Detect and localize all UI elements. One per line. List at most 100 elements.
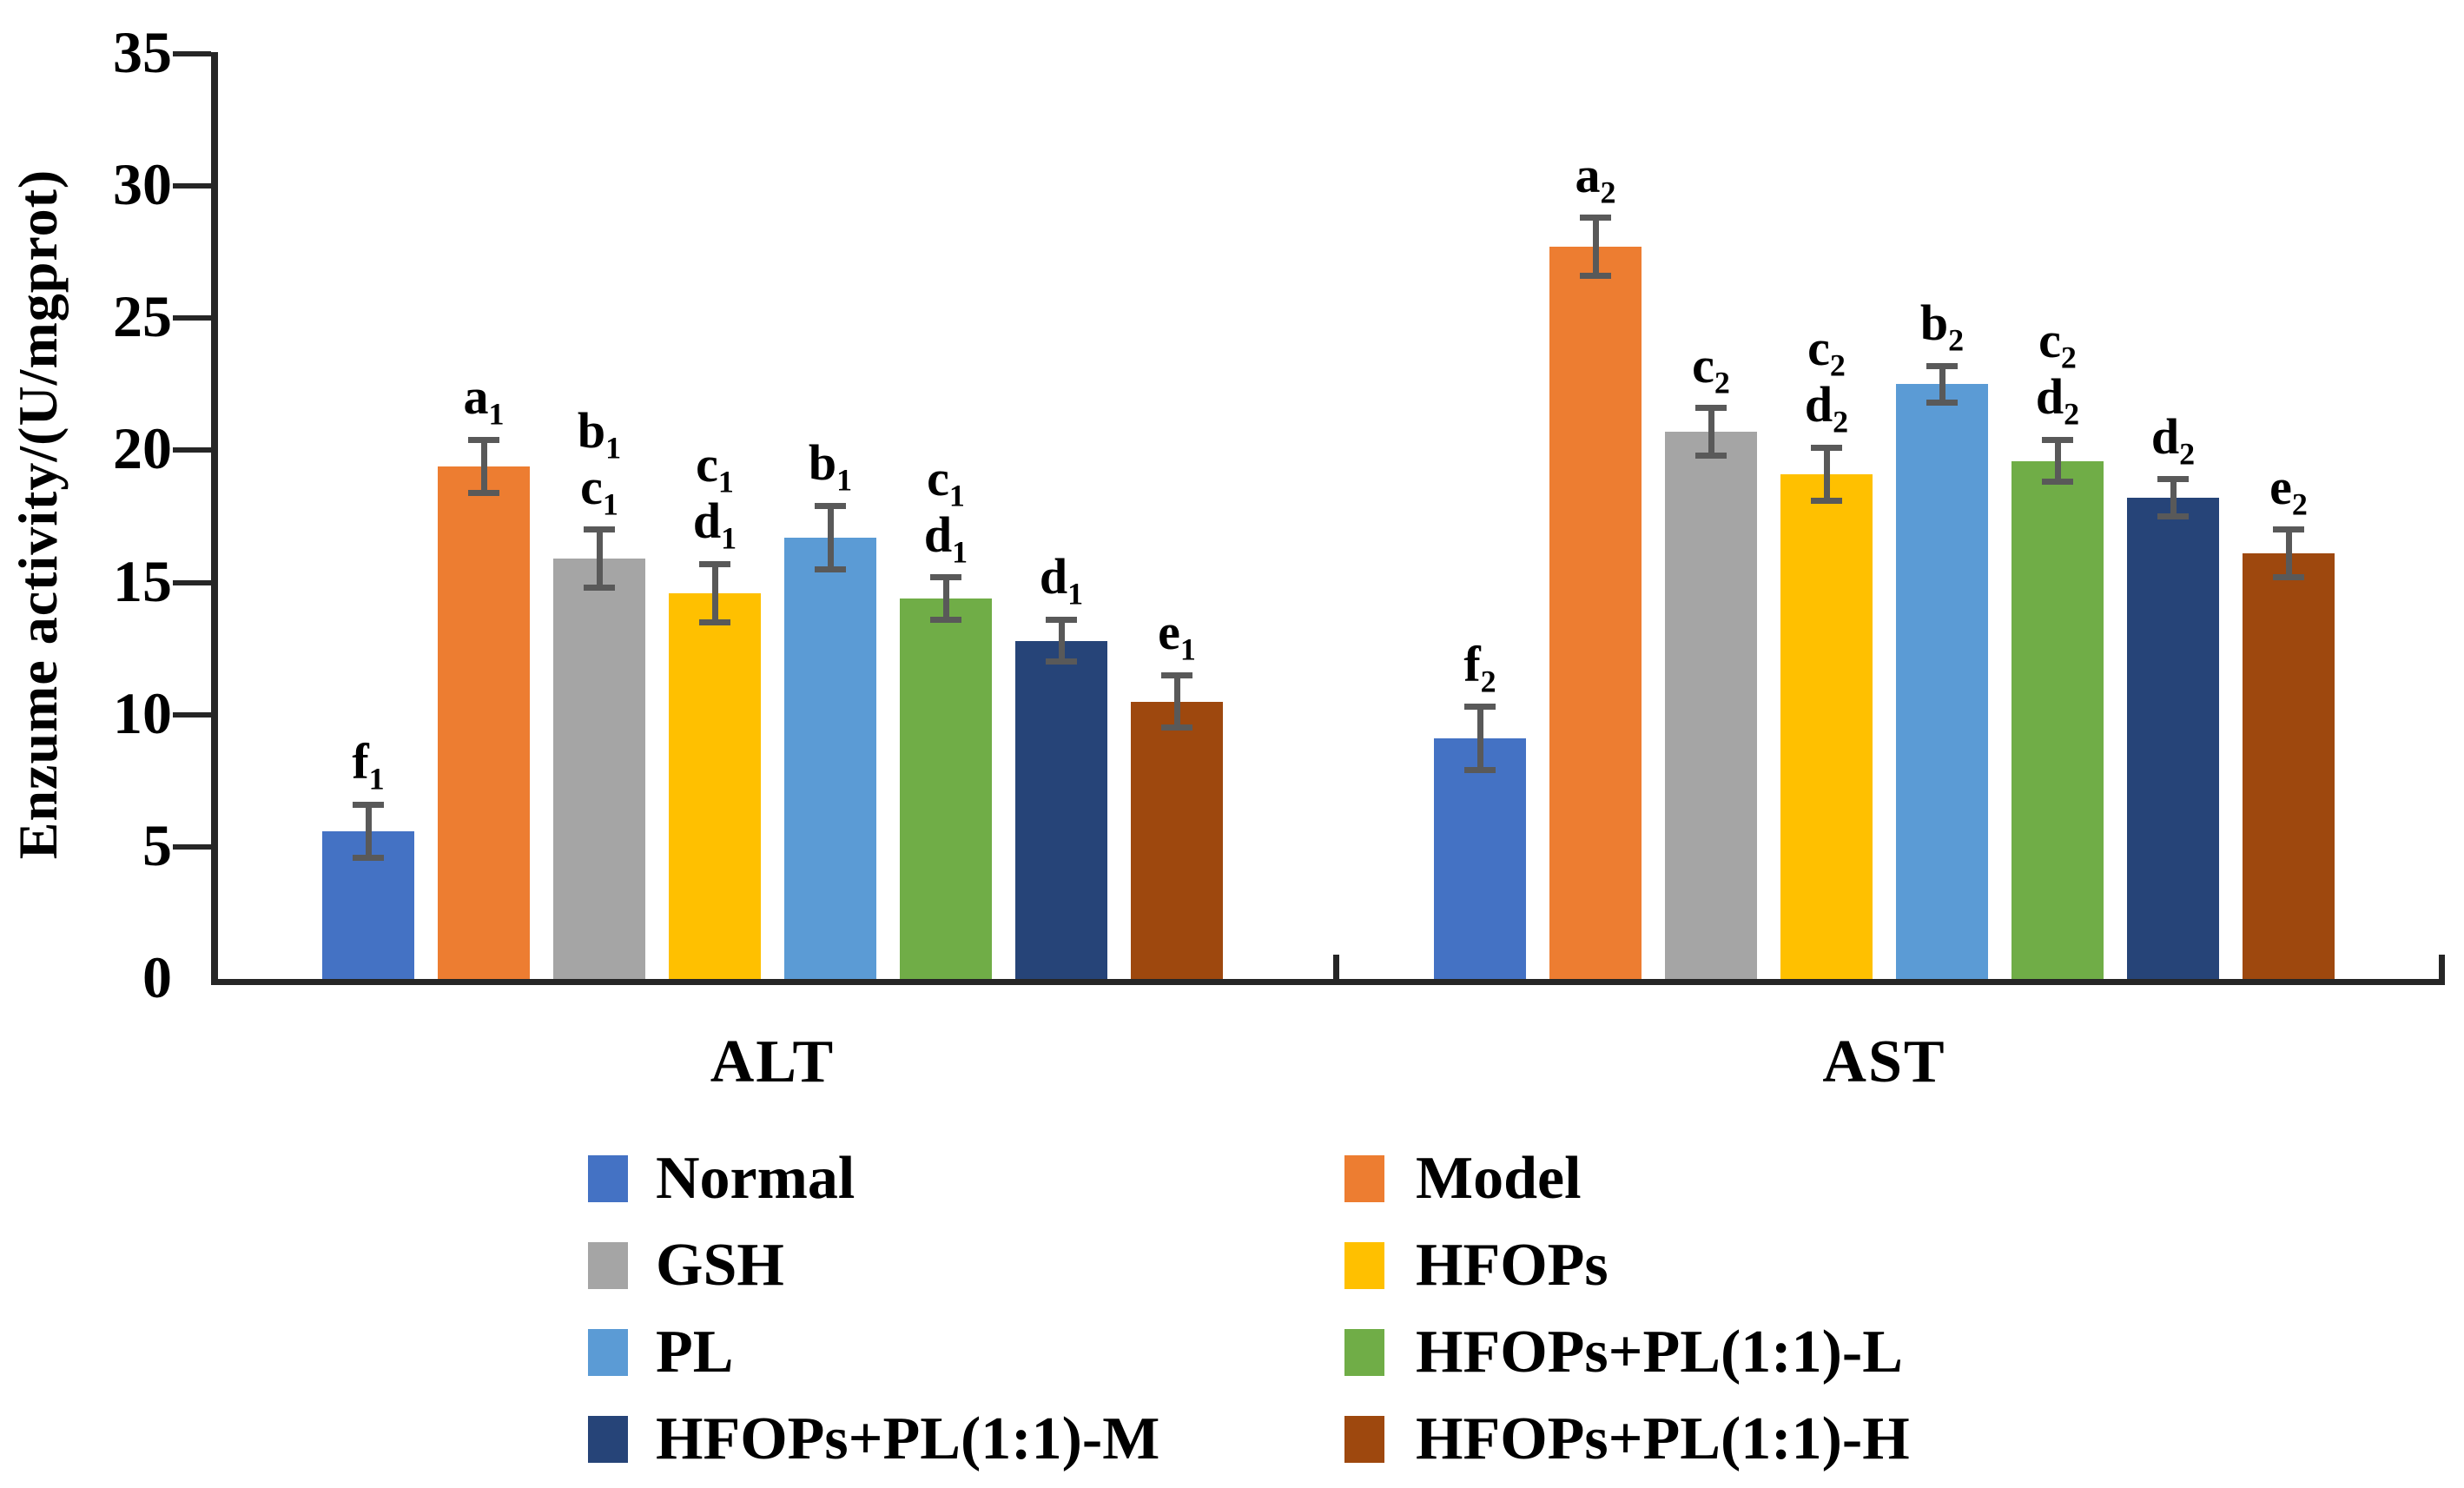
bar bbox=[1549, 247, 1642, 979]
error-bar-line bbox=[827, 506, 834, 570]
y-axis-tick bbox=[173, 315, 211, 321]
error-bar-cap-bottom bbox=[1695, 453, 1727, 459]
legend-item-label: HFOPs+PL(1:1)-M bbox=[656, 1405, 1160, 1472]
error-bar-cap-bottom bbox=[1161, 724, 1192, 731]
sig-label: c1 d1 bbox=[692, 436, 737, 556]
error-bar-line bbox=[1939, 366, 1945, 403]
bar bbox=[1434, 738, 1526, 979]
y-axis-tick-label: 20 bbox=[113, 415, 172, 482]
y-axis-tick-label: 10 bbox=[113, 679, 172, 746]
legend-swatch bbox=[588, 1242, 628, 1289]
error-bar-cap-top bbox=[1926, 362, 1958, 369]
error-bar-line bbox=[2170, 479, 2177, 517]
error-bar-cap-bottom bbox=[2042, 479, 2073, 486]
error-bar-line bbox=[711, 564, 718, 623]
sig-label: c2 d2 bbox=[1804, 320, 1849, 440]
error-bar-cap-bottom bbox=[353, 854, 384, 861]
error-bar-line bbox=[1173, 675, 1180, 728]
x-axis-group-label: AST bbox=[1822, 1028, 1946, 1095]
legend-swatch bbox=[588, 1416, 628, 1463]
error-bar-cap-bottom bbox=[1811, 497, 1842, 504]
legend-swatch bbox=[1344, 1416, 1384, 1463]
error-bar-cap-top bbox=[2273, 526, 2304, 533]
legend-item-label: Model bbox=[1416, 1145, 1582, 1212]
error-bar-cap-bottom bbox=[1580, 273, 1611, 280]
error-bar-cap-top bbox=[1695, 405, 1727, 412]
bar bbox=[2011, 460, 2104, 979]
legend-item-label: HFOPs+PL(1:1)-L bbox=[1416, 1319, 1903, 1385]
error-bar-cap-bottom bbox=[2157, 513, 2189, 519]
y-axis-line bbox=[211, 52, 218, 985]
x-axis-group-label: ALT bbox=[710, 1028, 836, 1095]
y-axis-tick bbox=[173, 843, 211, 850]
sig-label: b1 bbox=[808, 434, 853, 498]
x-axis-line bbox=[211, 979, 2445, 985]
bar bbox=[1131, 701, 1223, 979]
legend-item-label: PL bbox=[656, 1319, 734, 1385]
bar bbox=[553, 559, 645, 979]
error-bar-line bbox=[1592, 217, 1599, 276]
bar bbox=[1015, 640, 1107, 979]
error-bar-cap-top bbox=[1464, 704, 1496, 711]
error-bar-cap-top bbox=[2042, 436, 2073, 443]
error-bar-line bbox=[1058, 619, 1065, 662]
error-bar-line bbox=[2285, 529, 2292, 578]
y-axis-tick bbox=[173, 447, 211, 453]
error-bar-cap-top bbox=[468, 436, 499, 443]
error-bar-cap-bottom bbox=[1926, 400, 1958, 407]
sig-label: c2 bbox=[1692, 336, 1730, 400]
error-bar-line bbox=[2054, 440, 2061, 482]
error-bar-line bbox=[1708, 407, 1714, 456]
y-axis-tick-label: 35 bbox=[113, 18, 172, 85]
error-bar-cap-top bbox=[930, 573, 961, 580]
x-axis-tick bbox=[2439, 955, 2445, 979]
error-bar-line bbox=[1476, 706, 1483, 770]
sig-label: f2 bbox=[1463, 635, 1496, 699]
bar bbox=[669, 592, 761, 979]
bar bbox=[1896, 384, 1988, 979]
sig-label: e2 bbox=[2269, 458, 2308, 522]
sig-label: a2 bbox=[1575, 146, 1616, 210]
y-axis-tick-label: 25 bbox=[113, 283, 172, 350]
error-bar-cap-top bbox=[1580, 215, 1611, 222]
bar bbox=[1665, 432, 1757, 979]
legend-item-label: GSH bbox=[656, 1232, 784, 1299]
legend-swatch bbox=[1344, 1242, 1384, 1289]
x-axis-tick bbox=[1333, 955, 1339, 979]
sig-label: c1 d1 bbox=[923, 449, 968, 570]
error-bar-cap-top bbox=[699, 560, 730, 567]
error-bar-cap-top bbox=[2157, 476, 2189, 483]
error-bar-cap-bottom bbox=[699, 618, 730, 625]
error-bar-line bbox=[596, 529, 603, 588]
sig-label: b2 bbox=[1919, 294, 1965, 358]
sig-label: a1 bbox=[463, 368, 505, 432]
sig-label: d2 bbox=[2150, 407, 2196, 472]
error-bar-cap-top bbox=[1811, 444, 1842, 451]
sig-label: f1 bbox=[352, 733, 385, 797]
y-axis-tick-label: 30 bbox=[113, 151, 172, 218]
legend-swatch bbox=[1344, 1329, 1384, 1376]
bar bbox=[2127, 498, 2219, 979]
error-bar-cap-top bbox=[1161, 671, 1192, 678]
bar bbox=[2243, 553, 2335, 979]
y-axis-tick bbox=[173, 579, 211, 585]
y-axis-tick-label: 15 bbox=[113, 547, 172, 614]
error-bar-cap-bottom bbox=[2273, 573, 2304, 580]
error-bar-cap-top bbox=[1046, 616, 1077, 623]
error-bar-cap-top bbox=[815, 502, 846, 509]
bar bbox=[900, 598, 992, 979]
y-axis-tick bbox=[173, 183, 211, 189]
bar bbox=[438, 466, 530, 979]
y-axis-tick-label: 0 bbox=[142, 943, 172, 1010]
legend-swatch bbox=[1344, 1155, 1384, 1202]
error-bar-cap-bottom bbox=[930, 616, 961, 623]
sig-label: b1 c1 bbox=[577, 401, 622, 522]
sig-label: c2 d2 bbox=[2035, 312, 2080, 432]
sig-label: e1 bbox=[1158, 604, 1196, 667]
error-bar-line bbox=[365, 804, 372, 857]
legend-swatch bbox=[588, 1329, 628, 1376]
error-bar-line bbox=[480, 440, 487, 493]
error-bar-cap-bottom bbox=[1464, 767, 1496, 774]
